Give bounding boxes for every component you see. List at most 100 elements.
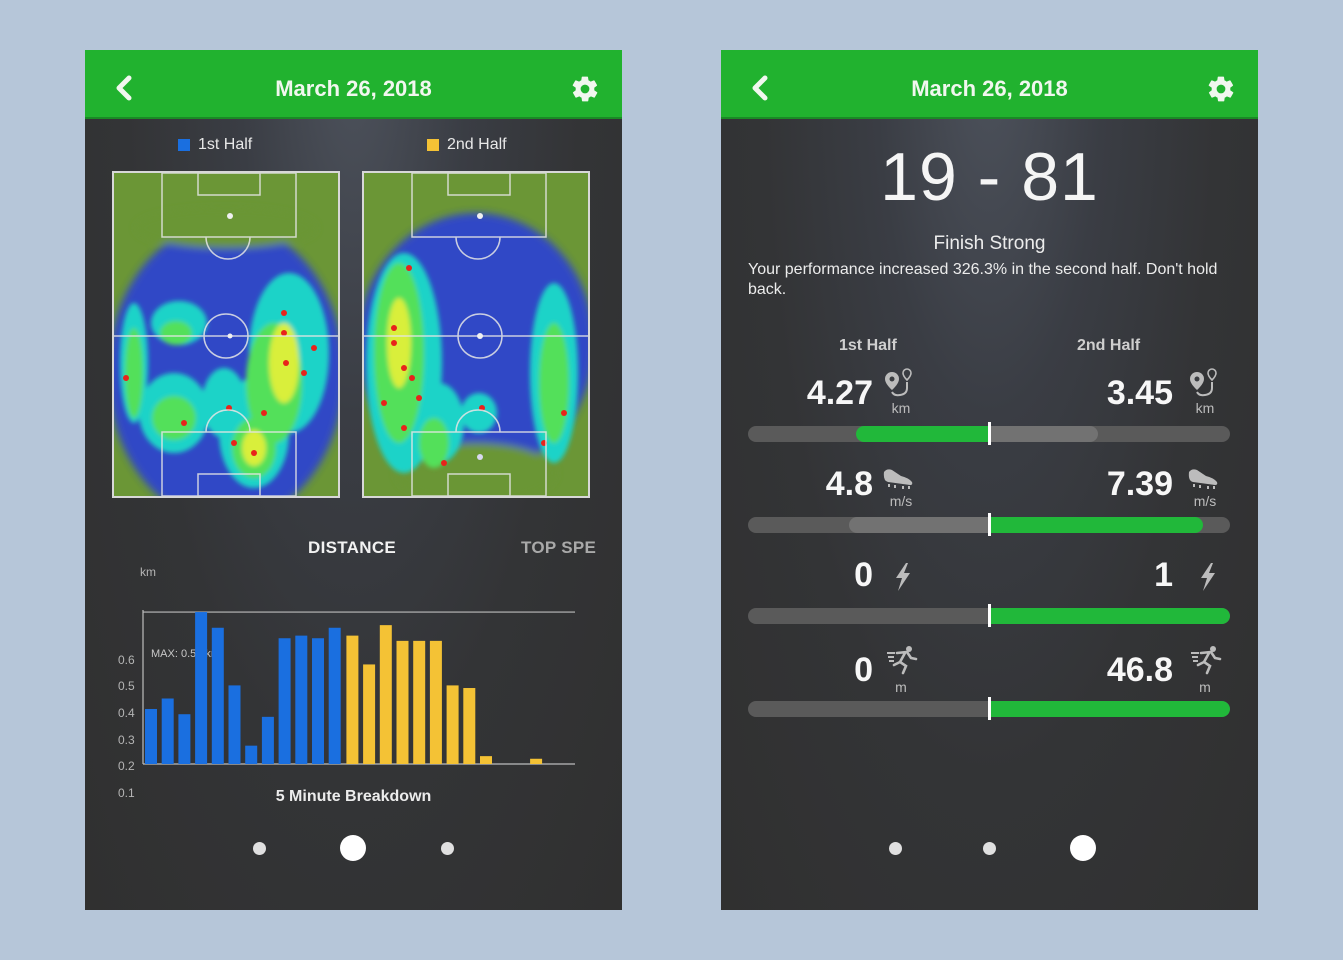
unit-label: m <box>895 679 907 695</box>
page-indicator <box>85 833 622 863</box>
chart-bar <box>413 640 426 764</box>
second-half-value: 7.39 <box>1106 465 1173 503</box>
heatmap-second-half <box>362 171 590 498</box>
chart-plot-area <box>142 610 575 765</box>
chart-bar <box>278 638 291 764</box>
chart-bar <box>328 627 341 764</box>
tab-distance[interactable]: DISTANCE <box>308 538 397 557</box>
chart-bar <box>346 635 359 764</box>
cleat-icon <box>883 469 913 489</box>
chart-bar <box>245 745 258 764</box>
first-half-value: 4.8 <box>825 465 873 503</box>
first-half-fill <box>849 517 989 533</box>
chevron-left-icon[interactable] <box>107 70 143 106</box>
route-pin-icon <box>1190 368 1217 397</box>
y-tick: 0.3 <box>118 733 135 747</box>
lightning-icon <box>896 563 910 591</box>
gear-icon[interactable] <box>1206 74 1236 104</box>
bar-center-marker <box>988 697 991 720</box>
chart-bar <box>463 688 476 764</box>
page-dot-3[interactable] <box>441 842 454 855</box>
bar-center-marker <box>988 422 991 445</box>
chevron-left-icon[interactable] <box>743 70 779 106</box>
stat-row-sprints: 0 1 <box>748 546 1230 636</box>
second-half-fill <box>989 608 1230 624</box>
column-head-second-half: 2nd Half <box>1077 337 1141 354</box>
chart-bar <box>261 716 274 764</box>
y-axis-unit: km <box>140 565 156 579</box>
app-header: March 26, 2018 <box>85 50 622 119</box>
bar-center-marker <box>988 604 991 627</box>
y-tick: 0.6 <box>118 653 135 667</box>
second-half-fill <box>989 517 1203 533</box>
chart-bar <box>211 627 224 764</box>
legend-swatch-yellow <box>427 139 439 151</box>
chart-bar <box>295 635 308 764</box>
chart-bar <box>379 625 392 764</box>
y-tick: 0.2 <box>118 759 135 773</box>
chart-bar <box>363 664 376 764</box>
legend-label: 1st Half <box>198 136 253 153</box>
first-half-value: 0 <box>854 556 873 594</box>
comparison-screen: March 26, 2018 19 - 81 Finish Strong You… <box>721 50 1258 910</box>
second-half-value: 3.45 <box>1106 374 1173 412</box>
page-dot-1[interactable] <box>253 842 266 855</box>
first-half-fill <box>856 426 989 442</box>
stat-row-sprint-distance: 0 m 46.8 m <box>748 639 1230 729</box>
sprinter-icon <box>887 646 918 675</box>
second-half-fill <box>989 426 1098 442</box>
stat-row-top-speed: 4.8 m/s 7.39 m/s <box>748 455 1230 545</box>
unit-label: m/s <box>889 493 913 509</box>
page-title: March 26, 2018 <box>911 76 1068 101</box>
page-dot-1[interactable] <box>889 842 902 855</box>
distance-bar-chart: km 0.1 0.2 0.3 0.4 0.5 0.6 MAX: 0.58 km <box>105 562 585 800</box>
legend-second-half: 2nd Half <box>427 136 507 154</box>
unit-label: km <box>1195 400 1215 416</box>
column-head-first-half: 1st Half <box>839 337 897 354</box>
lightning-icon <box>1201 563 1215 591</box>
legend-label: 2nd Half <box>447 136 507 153</box>
chart-legend: 1st Half 2nd Half <box>85 136 622 158</box>
gear-icon[interactable] <box>570 74 600 104</box>
y-tick: 0.4 <box>118 706 135 720</box>
legend-swatch-blue <box>178 139 190 151</box>
legend-first-half: 1st Half <box>178 136 252 154</box>
page-dot-3-active[interactable] <box>1070 835 1096 861</box>
y-tick: 0.1 <box>118 786 135 800</box>
heatmap-screen: March 26, 2018 1st Half 2nd Half <box>85 50 622 910</box>
page-dot-2-active[interactable] <box>340 835 366 861</box>
chart-bar <box>312 638 324 764</box>
page-indicator <box>721 833 1258 863</box>
chart-bar <box>228 685 241 764</box>
unit-label: m/s <box>1193 493 1217 509</box>
chart-bar <box>178 714 191 764</box>
chart-bar <box>429 640 442 764</box>
first-half-value: 0 <box>854 651 873 689</box>
heatmap-first-half <box>112 171 340 498</box>
stat-row-distance: 4.27 km 3.45 km <box>748 364 1230 454</box>
sprinter-icon <box>1191 646 1222 675</box>
chart-bar <box>145 708 157 764</box>
page-title: March 26, 2018 <box>275 76 432 101</box>
second-half-value: 1 <box>1154 556 1173 594</box>
unit-label: km <box>891 400 911 416</box>
chart-bar <box>161 698 174 764</box>
chart-caption: 5 Minute Breakdown <box>275 788 432 805</box>
chart-bar <box>195 612 208 764</box>
app-header: March 26, 2018 <box>721 50 1258 119</box>
description: Your performance increased 326.3% in the… <box>748 261 1218 298</box>
score-ratio: 19 - 81 <box>880 139 1099 215</box>
chart-bar <box>530 758 543 764</box>
chart-bar <box>396 640 409 764</box>
unit-label: m <box>1199 679 1211 695</box>
headline: Finish Strong <box>933 233 1046 254</box>
cleat-icon <box>1188 469 1218 489</box>
tab-top-speed[interactable]: TOP SPE <box>521 538 597 557</box>
chart-bar <box>480 756 492 764</box>
bar-center-marker <box>988 513 991 536</box>
route-pin-icon <box>885 368 912 397</box>
second-half-fill <box>989 701 1230 717</box>
chart-bar <box>446 685 459 764</box>
page-dot-2[interactable] <box>983 842 996 855</box>
second-half-value: 46.8 <box>1106 651 1173 689</box>
